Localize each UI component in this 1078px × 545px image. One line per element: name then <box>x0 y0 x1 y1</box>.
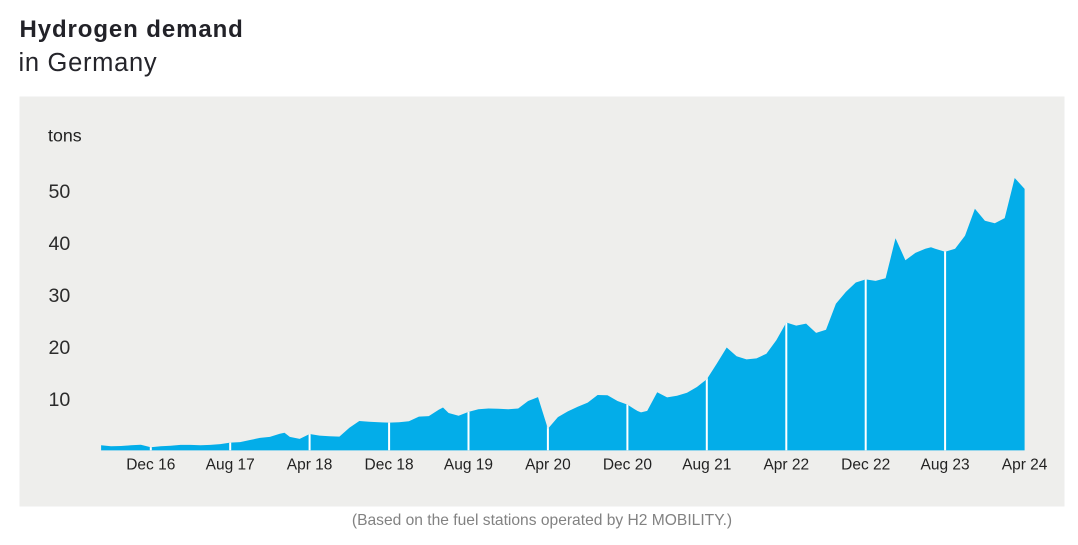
svg-text:Aug 17: Aug 17 <box>206 456 255 473</box>
svg-text:30: 30 <box>49 285 71 307</box>
svg-text:(Based on the fuel stations op: (Based on the fuel stations operated by … <box>352 512 732 529</box>
svg-text:Aug 21: Aug 21 <box>682 456 731 473</box>
svg-text:Aug 19: Aug 19 <box>444 456 493 473</box>
svg-text:10: 10 <box>49 389 71 411</box>
svg-text:tons: tons <box>48 126 82 146</box>
svg-text:Dec 16: Dec 16 <box>126 456 175 473</box>
svg-text:Apr 18: Apr 18 <box>287 456 333 473</box>
svg-text:Dec 22: Dec 22 <box>841 456 890 473</box>
svg-text:Apr 24: Apr 24 <box>1002 456 1048 473</box>
svg-text:20: 20 <box>49 337 71 359</box>
svg-text:Dec 20: Dec 20 <box>603 456 652 473</box>
svg-text:40: 40 <box>49 233 71 255</box>
svg-text:Dec 18: Dec 18 <box>365 456 414 473</box>
svg-text:Aug 23: Aug 23 <box>921 456 970 473</box>
svg-text:Apr 20: Apr 20 <box>525 456 571 473</box>
svg-text:Apr 22: Apr 22 <box>763 456 809 473</box>
svg-text:50: 50 <box>49 181 71 203</box>
